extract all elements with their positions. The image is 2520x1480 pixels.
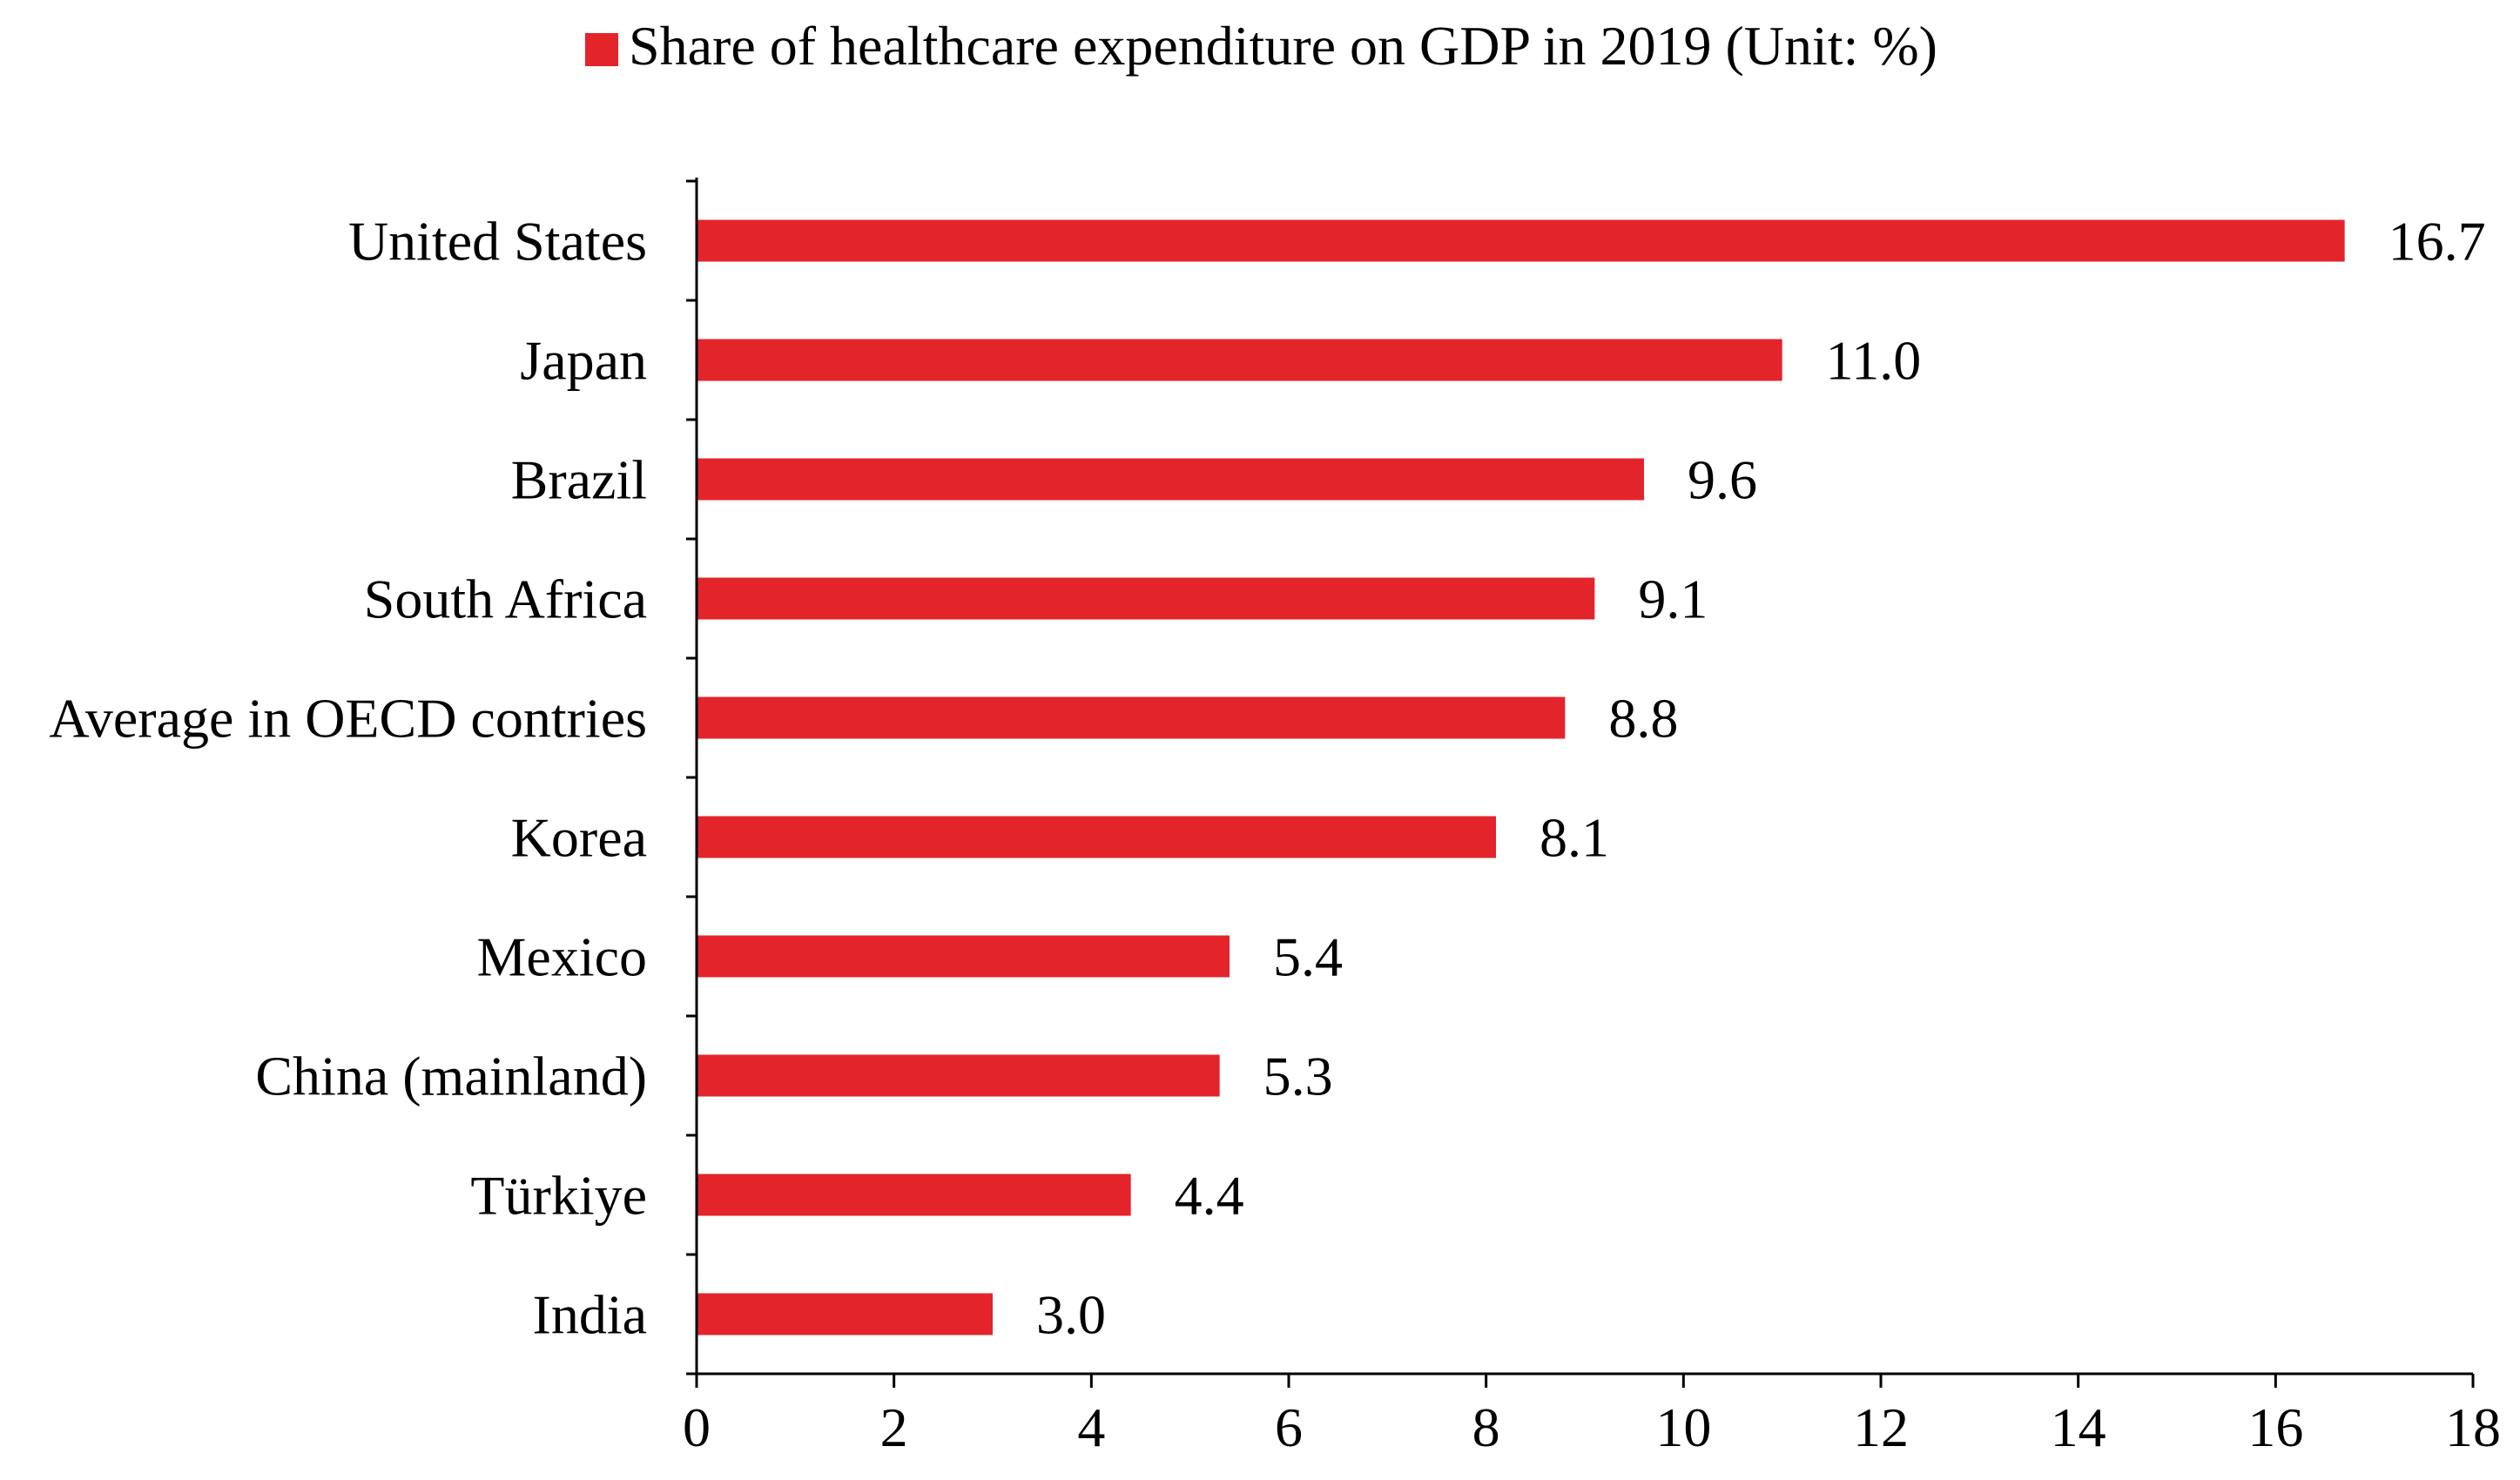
value-label-4: 8.8 <box>1608 688 1678 750</box>
bar-7 <box>697 1054 1220 1097</box>
legend-label: Share of healthcare expenditure on GDP i… <box>629 15 1937 77</box>
category-label-2: Brazil <box>511 449 647 511</box>
category-label-8: Türkiye <box>470 1165 647 1227</box>
category-label-0: United States <box>348 211 647 272</box>
bars <box>697 219 2345 1335</box>
x-tick-label-8: 16 <box>2247 1396 2303 1458</box>
value-label-8: 4.4 <box>1175 1165 1244 1227</box>
bar-4 <box>697 696 1566 739</box>
value-label-6: 5.4 <box>1273 926 1343 988</box>
category-label-1: Japan <box>520 330 647 392</box>
x-tick-label-4: 8 <box>1472 1396 1500 1458</box>
bar-9 <box>697 1293 993 1335</box>
legend-swatch <box>585 33 618 66</box>
category-label-3: South Africa <box>364 568 647 630</box>
value-label-9: 3.0 <box>1036 1284 1106 1346</box>
bar-2 <box>697 458 1644 501</box>
bar-0 <box>697 219 2345 262</box>
bar-8 <box>697 1174 1131 1216</box>
category-label-4: Average in OECD contries <box>49 688 647 750</box>
value-label-3: 9.1 <box>1638 568 1708 630</box>
legend: Share of healthcare expenditure on GDP i… <box>585 15 1937 77</box>
x-tick-label-1: 2 <box>880 1396 908 1458</box>
value-label-0: 16.7 <box>2389 211 2486 272</box>
category-labels: United States Japan Brazil South Africa Aver… <box>49 211 647 1346</box>
x-tick-label-6: 12 <box>1853 1396 1909 1458</box>
value-label-2: 9.6 <box>1688 449 1757 511</box>
bar-1 <box>697 339 1782 381</box>
value-label-5: 8.1 <box>1540 807 1609 869</box>
bar-6 <box>697 935 1230 978</box>
category-label-9: India <box>533 1284 648 1346</box>
value-label-7: 5.3 <box>1263 1046 1333 1107</box>
x-tick-label-3: 6 <box>1275 1396 1303 1458</box>
value-label-1: 11.0 <box>1826 330 1922 392</box>
x-tick-labels: 0 2 4 6 8 10 12 14 16 18 <box>683 1396 2501 1458</box>
axes <box>686 178 2475 1388</box>
x-tick-label-2: 4 <box>1077 1396 1105 1458</box>
x-tick-label-5: 10 <box>1655 1396 1711 1458</box>
bar-3 <box>697 577 1595 620</box>
x-tick-label-7: 14 <box>2051 1396 2106 1458</box>
x-tick-label-0: 0 <box>683 1396 711 1458</box>
category-label-5: Korea <box>511 807 647 869</box>
x-tick-label-9: 18 <box>2445 1396 2501 1458</box>
category-label-7: China (mainland) <box>255 1046 647 1107</box>
bar-5 <box>697 816 1496 858</box>
category-label-6: Mexico <box>477 926 648 988</box>
value-labels: 16.7 11.0 9.6 9.1 8.8 8.1 5.4 5.3 4.4 3.0 <box>1036 211 2486 1346</box>
